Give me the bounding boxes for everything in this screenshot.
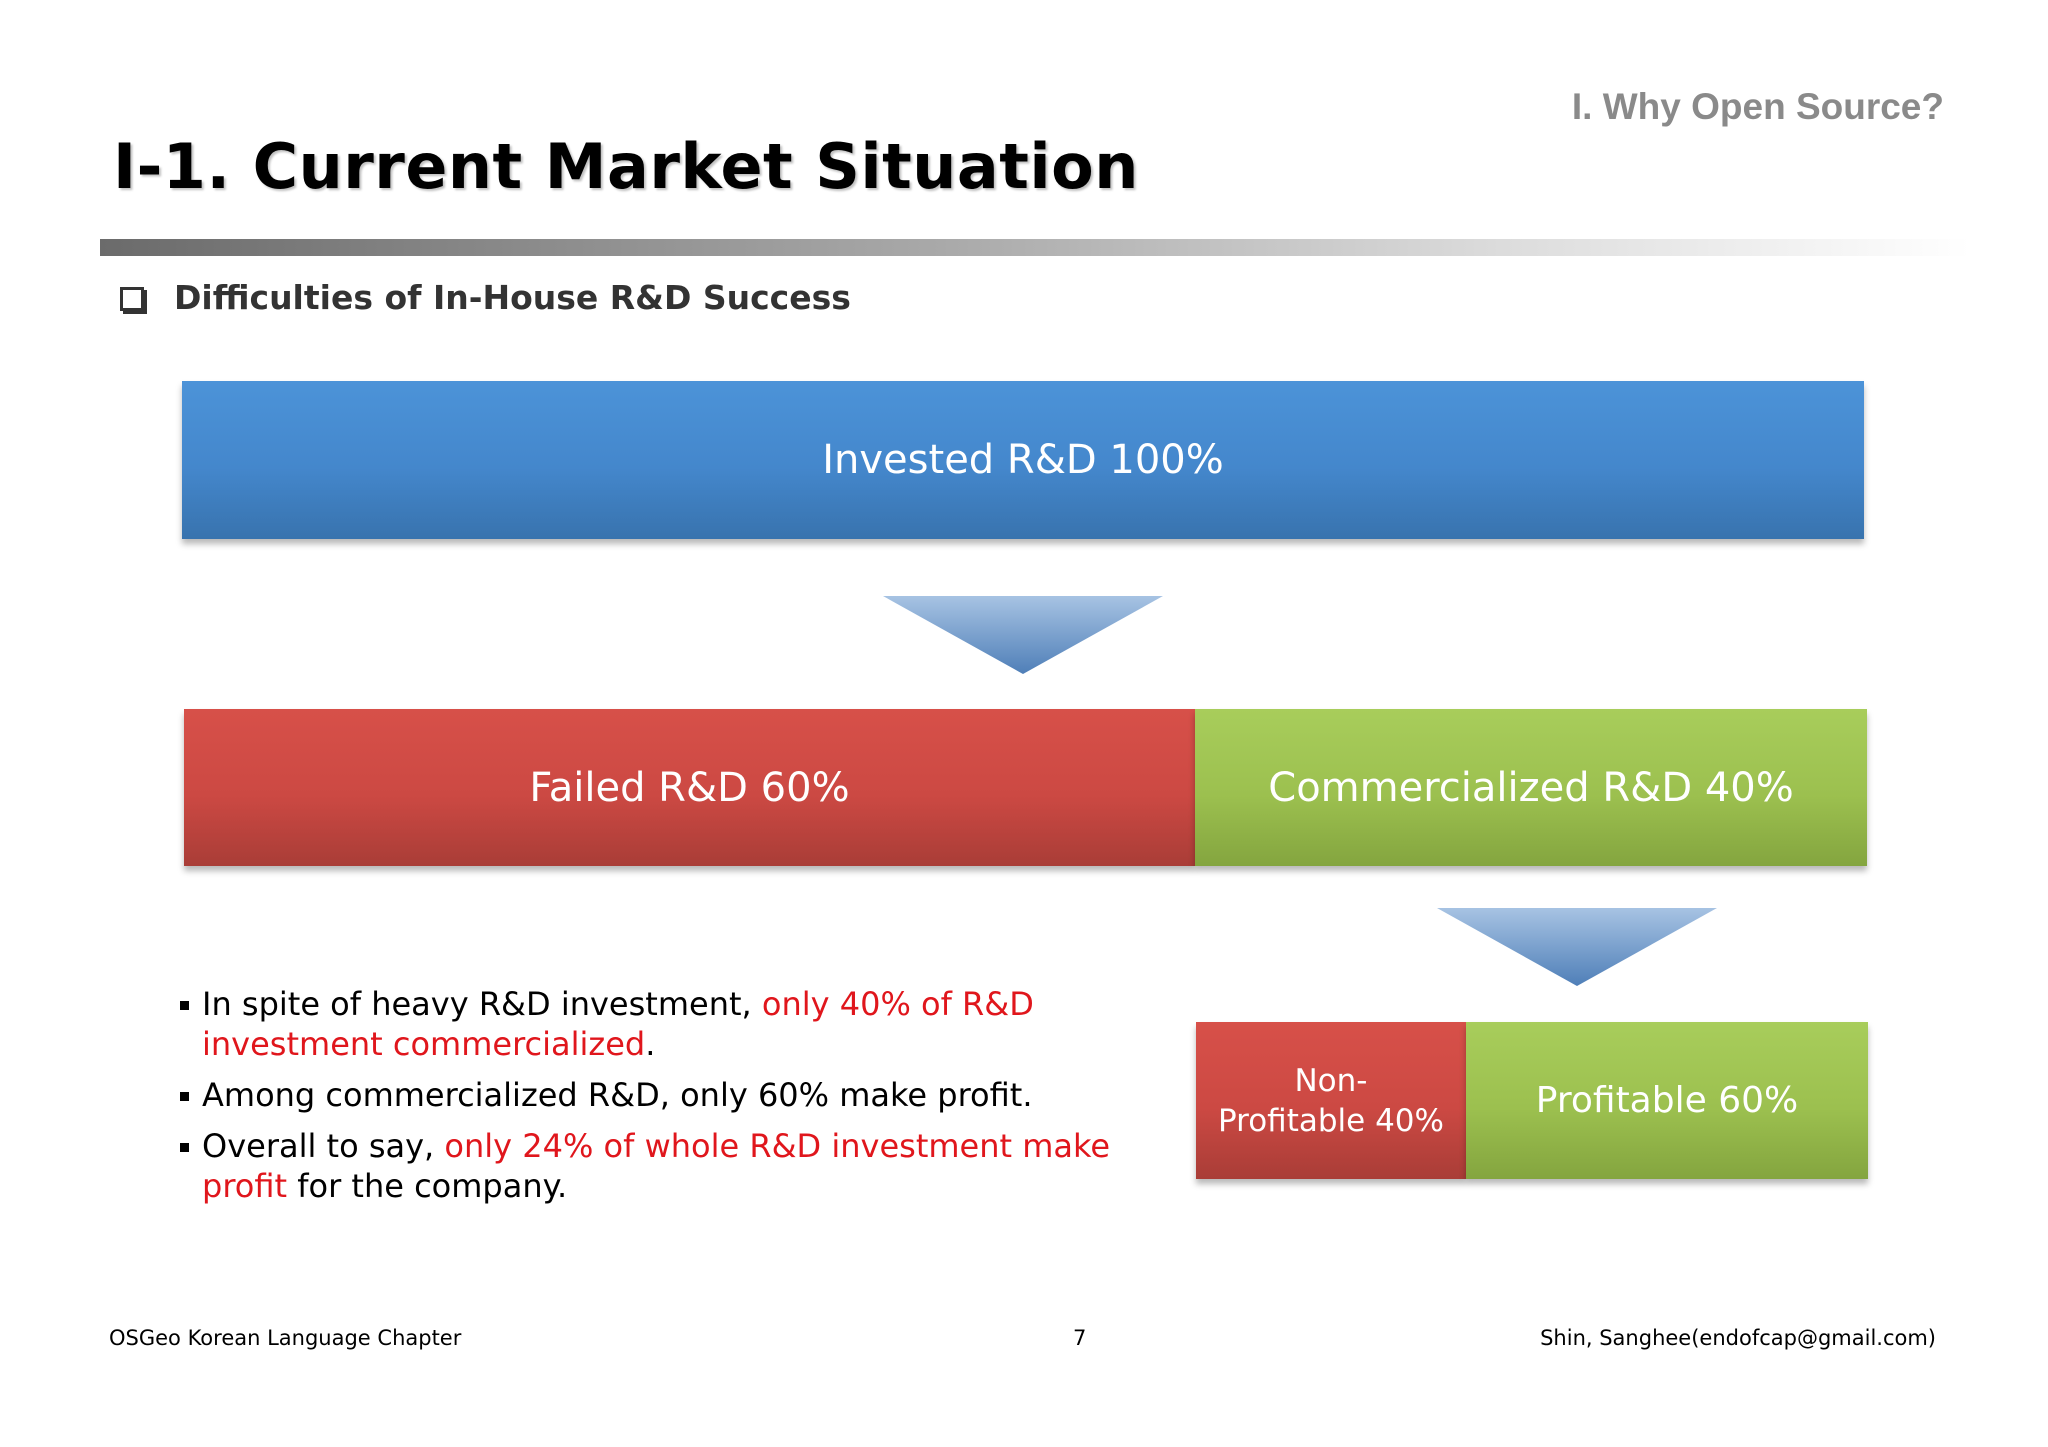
checkbox-icon [120, 286, 144, 311]
non-profitable-box: Non- Profitable 40% [1196, 1022, 1466, 1179]
subtitle: Difficulties of In-House R&D Success [120, 278, 851, 317]
profitable-box: Profitable 60% [1466, 1022, 1868, 1179]
footer-organization: OSGeo Korean Language Chapter [109, 1326, 462, 1350]
bullet-list: In spite of heavy R&D investment, only 4… [180, 984, 1180, 1217]
page-number: 7 [1073, 1326, 1087, 1350]
title-divider [100, 239, 1970, 256]
profitable-label: Profitable 60% [1535, 1080, 1799, 1121]
list-item: In spite of heavy R&D investment, only 4… [180, 984, 1180, 1064]
commercialized-rd-box: Commercialized R&D 40% [1195, 709, 1867, 866]
down-arrow-icon [883, 596, 1163, 674]
failed-rd-label: Failed R&D 60% [529, 764, 850, 811]
list-item: Among commercialized R&D, only 60% make … [180, 1075, 1180, 1115]
list-item: Overall to say, only 24% of whole R&D in… [180, 1126, 1180, 1206]
invested-rd-label: Invested R&D 100% [822, 437, 1224, 483]
subtitle-text: Difficulties of In-House R&D Success [174, 278, 851, 317]
non-profitable-label: Non- Profitable 40% [1218, 1061, 1444, 1141]
page-title: I-1. Current Market Situation [113, 130, 1139, 203]
section-label: I. Why Open Source? [1571, 86, 1944, 127]
highlight-text: only 24% of whole R&D investment make pr… [202, 1127, 1111, 1205]
non-profitable-label-line2: Profitable 40% [1218, 1102, 1444, 1139]
failed-rd-box: Failed R&D 60% [184, 709, 1195, 866]
invested-rd-box: Invested R&D 100% [182, 381, 1864, 539]
footer-author: Shin, Sanghee(endofcap@gmail.com) [1540, 1326, 1936, 1350]
non-profitable-label-line1: Non- [1294, 1062, 1368, 1099]
down-arrow-icon [1437, 908, 1717, 986]
highlight-text: only 40% of R&D investment commercialize… [202, 985, 1034, 1063]
commercialized-rd-label: Commercialized R&D 40% [1268, 764, 1794, 811]
